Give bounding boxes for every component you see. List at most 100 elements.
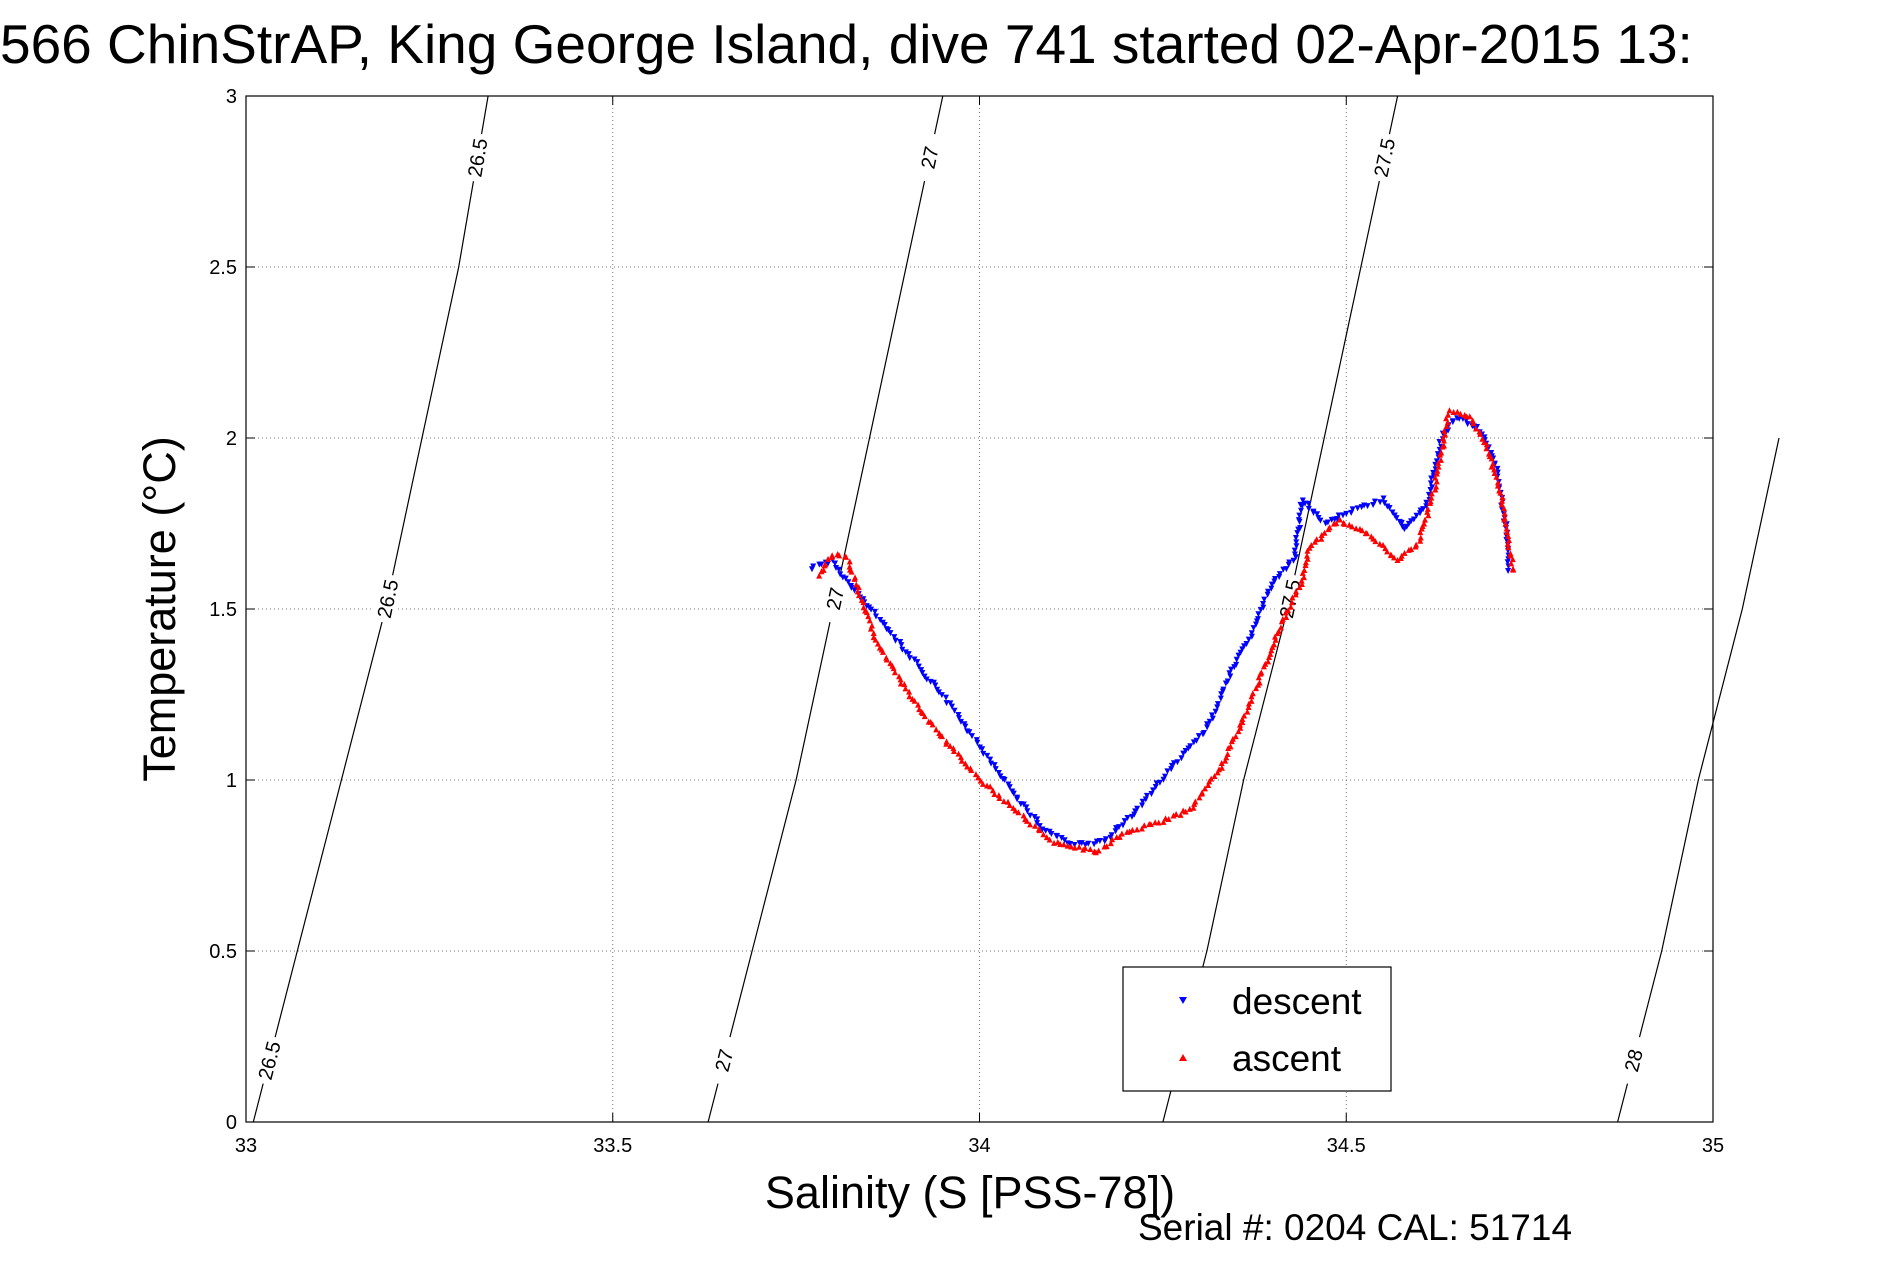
ascent-point <box>1272 636 1279 643</box>
descent-point <box>992 766 999 773</box>
ascent-point <box>1267 650 1274 657</box>
ascent-point <box>855 592 862 599</box>
descent-point <box>1204 724 1211 731</box>
descent-point <box>1430 469 1437 476</box>
descent-point <box>1297 501 1304 508</box>
descent-point <box>1427 480 1434 487</box>
ascent-point <box>825 555 832 562</box>
ascent-point <box>1304 555 1311 562</box>
ascent-point <box>1129 826 1136 833</box>
descent-point <box>1178 755 1185 762</box>
ascent-point <box>1138 825 1145 832</box>
ascent-point <box>1060 841 1067 848</box>
descent-point <box>1295 517 1302 524</box>
descent-point <box>1102 836 1109 843</box>
legend-ascent-marker <box>1179 1054 1187 1061</box>
descent-point <box>1393 515 1400 522</box>
ascent-point <box>957 754 964 761</box>
ascent-point <box>1265 658 1272 665</box>
descent-point <box>1182 747 1189 754</box>
ascent-point <box>979 780 986 787</box>
ascent-point <box>1504 540 1511 547</box>
descent-point <box>897 638 904 645</box>
ascent-point <box>1445 411 1452 418</box>
ascent-point <box>1229 735 1236 742</box>
x-axis-label: Salinity (S [PSS-78]) <box>765 1167 1175 1218</box>
descent-points <box>808 415 1512 849</box>
ascent-point <box>1071 844 1078 851</box>
descent-point <box>955 711 962 718</box>
ascent-point <box>1394 557 1401 564</box>
y-tick-label: 2 <box>226 428 237 450</box>
ascent-point <box>1241 712 1248 719</box>
ascent-point <box>1308 542 1315 549</box>
ascent-point <box>883 656 890 663</box>
ascent-point <box>829 552 836 559</box>
ascent-point <box>1244 708 1251 715</box>
descent-point <box>935 689 942 696</box>
x-tick-label: 34.5 <box>1327 1135 1366 1157</box>
descent-point <box>1014 796 1021 803</box>
ascent-point <box>975 774 982 781</box>
descent-point <box>1413 512 1420 519</box>
ascent-point <box>1293 588 1300 595</box>
ascent-point <box>1494 479 1501 486</box>
ascent-point <box>1227 743 1234 750</box>
descent-point <box>891 634 898 641</box>
isopycnal-label: 27 <box>711 1047 738 1074</box>
ascent-point <box>1296 584 1303 591</box>
descent-point <box>1233 661 1240 668</box>
descent-point <box>1001 776 1008 783</box>
ascent-point <box>867 625 874 632</box>
legend: descent ascent <box>1122 966 1392 1092</box>
descent-point <box>979 746 986 753</box>
descent-point <box>1299 497 1306 504</box>
ascent-point <box>1196 794 1203 801</box>
ascent-point <box>1043 834 1050 841</box>
descent-point <box>902 649 909 656</box>
descent-point <box>868 606 875 613</box>
ascent-point <box>1190 804 1197 811</box>
descent-point <box>1429 484 1436 491</box>
ascent-point <box>1253 685 1260 692</box>
descent-point <box>1195 733 1202 740</box>
grid-lines <box>246 96 1713 1122</box>
isopycnal-label: 28 <box>1621 1047 1648 1074</box>
ascent-point <box>1232 733 1239 740</box>
y-tick-label: 2.5 <box>209 257 237 279</box>
ascent-point <box>1087 846 1094 853</box>
legend-box <box>1122 966 1392 1092</box>
ascent-point <box>1223 754 1230 761</box>
ascent-point <box>1443 423 1450 430</box>
ascent-point <box>879 648 886 655</box>
ascent-point <box>1336 516 1343 523</box>
descent-point <box>1121 818 1128 825</box>
ascent-point <box>1438 449 1445 456</box>
descent-point <box>1036 823 1043 830</box>
descent-point <box>881 622 888 629</box>
ascent-point <box>1417 529 1424 536</box>
ascent-point <box>1177 811 1184 818</box>
ascent-point <box>1214 769 1221 776</box>
ascent-point <box>1222 757 1229 764</box>
ascent-point <box>1333 520 1340 527</box>
ascent-point <box>1349 523 1356 530</box>
ascent-point <box>1501 516 1508 523</box>
ascent-point <box>1470 420 1477 427</box>
descent-point <box>1054 833 1061 840</box>
ascent-point <box>1275 627 1282 634</box>
ascent-point <box>1444 419 1451 426</box>
descent-point <box>1364 503 1371 510</box>
descent-point <box>810 563 817 570</box>
x-tick-label: 34 <box>968 1135 990 1157</box>
ascent-point <box>851 575 858 582</box>
ascent-point <box>1498 497 1505 504</box>
ascent-point <box>968 766 975 773</box>
descent-point <box>1152 784 1159 791</box>
ascent-point <box>891 669 898 676</box>
ascent-point <box>1160 818 1167 825</box>
isopycnal-label: 27 <box>823 586 849 612</box>
descent-point <box>835 566 842 573</box>
descent-point <box>1294 530 1301 537</box>
ascent-point <box>958 757 965 764</box>
